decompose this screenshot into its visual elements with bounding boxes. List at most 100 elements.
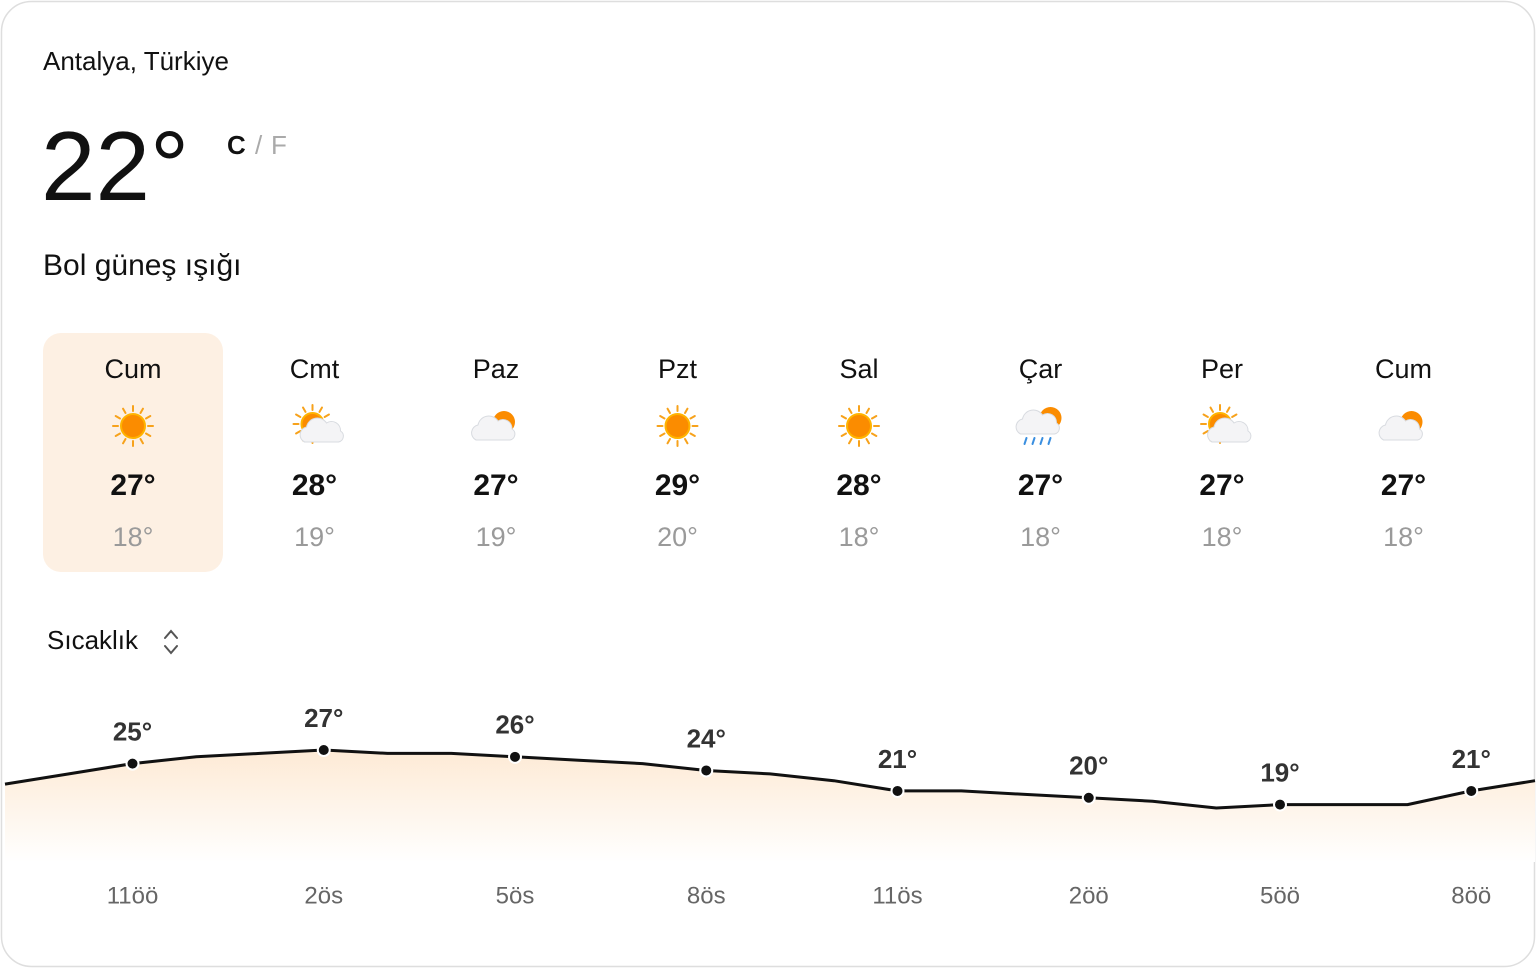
sun-ray xyxy=(666,407,671,415)
location: Antalya, Türkiye xyxy=(43,46,229,76)
point xyxy=(316,743,331,757)
sun-ray xyxy=(848,437,853,445)
sun-ray xyxy=(139,437,144,445)
sun-ray xyxy=(1202,430,1209,435)
area xyxy=(5,750,1535,862)
day-name: Cum xyxy=(104,354,161,384)
day-column[interactable]: Cum 27° 18° xyxy=(104,354,161,552)
sun-ray xyxy=(295,430,302,435)
unit-celsius[interactable]: C xyxy=(227,130,246,160)
day-high: 27° xyxy=(1199,469,1244,502)
day-low: 19° xyxy=(294,522,335,552)
value-label: 24° xyxy=(687,723,726,753)
sun-ray xyxy=(302,406,307,413)
value-label: 19° xyxy=(1260,757,1299,787)
day-column[interactable]: Sal 28° 18° xyxy=(836,354,881,552)
day-low: 18° xyxy=(839,522,880,552)
point xyxy=(890,783,905,798)
sun-ray xyxy=(139,407,144,415)
sun-ray xyxy=(1231,413,1238,418)
sun xyxy=(664,413,691,439)
day-name: Cmt xyxy=(290,354,340,384)
day-low: 20° xyxy=(657,522,698,552)
value-label: 20° xyxy=(1069,751,1108,781)
cloud xyxy=(1378,415,1423,441)
sun xyxy=(120,413,146,439)
sun-ray xyxy=(122,437,127,445)
day-column[interactable]: Cmt 28° 19° xyxy=(290,354,344,552)
hourly-chart: 25° 11öö 27° 2ös 26° 5ös 24° 8ös 21° 11ös 20° 2öö 19… xyxy=(4,703,1536,909)
cloud xyxy=(1015,409,1060,435)
sun-ray xyxy=(318,406,323,413)
day-name: Pzt xyxy=(658,354,698,384)
x-tick-label: 5öö xyxy=(1260,882,1300,909)
day-low: 18° xyxy=(113,522,154,552)
sun-ray xyxy=(840,415,848,420)
sun-ray xyxy=(840,432,848,437)
day-high: 29° xyxy=(655,469,700,502)
day-name: Çar xyxy=(1019,354,1063,384)
day-low: 18° xyxy=(1383,522,1424,552)
unit-fahrenheit[interactable]: F xyxy=(271,130,287,160)
point xyxy=(699,763,714,778)
x-tick-label: 8öö xyxy=(1451,882,1491,909)
value-label: 27° xyxy=(304,703,343,733)
sun-ray xyxy=(144,432,152,437)
day-column[interactable]: Çar 27° 18° xyxy=(1015,354,1063,552)
sun-ray xyxy=(659,432,666,437)
day-column[interactable]: Pzt 29° 20° xyxy=(655,354,700,552)
value-label: 26° xyxy=(495,710,534,740)
selector-chevron[interactable] xyxy=(164,629,178,655)
x-tick-label: 11ös xyxy=(872,882,922,909)
sun-ray xyxy=(684,407,689,415)
value-label: 21° xyxy=(1452,744,1491,774)
cloud xyxy=(1207,417,1252,443)
day-column[interactable]: Cum 27° 18° xyxy=(1375,354,1432,552)
sun-ray xyxy=(295,413,302,418)
value-label: 21° xyxy=(878,744,917,774)
day-column[interactable]: Paz 27° 19° xyxy=(471,354,520,552)
sun-ray xyxy=(114,432,122,437)
sun-ray xyxy=(865,407,870,415)
sun-ray xyxy=(689,415,696,420)
day-high: 27° xyxy=(473,469,518,502)
value-label: 25° xyxy=(113,717,152,747)
sun-ray xyxy=(684,437,689,445)
selected-day xyxy=(43,333,223,572)
day-column[interactable]: Per 27° 18° xyxy=(1199,354,1252,552)
sun-ray xyxy=(1202,413,1209,418)
chart-selector[interactable]: Sıcaklık xyxy=(47,625,139,655)
day-low: 18° xyxy=(1020,522,1061,552)
sun-ray xyxy=(122,407,127,415)
current-temperature: 22° xyxy=(41,111,189,221)
rain-drop xyxy=(1039,437,1044,445)
day-high: 27° xyxy=(1018,469,1063,502)
sun-ray xyxy=(870,415,878,420)
rain-drop xyxy=(1047,437,1052,445)
cloud xyxy=(471,415,516,441)
sun-ray xyxy=(1209,406,1214,413)
sun-ray xyxy=(666,437,671,445)
day-high: 27° xyxy=(110,469,155,502)
day-low: 18° xyxy=(1202,522,1243,552)
day-high: 28° xyxy=(292,469,337,502)
day-name: Paz xyxy=(473,354,520,384)
day-high: 27° xyxy=(1381,469,1426,502)
x-tick-label: 2öö xyxy=(1069,882,1109,909)
rain-drop xyxy=(1031,437,1036,445)
unit-separator: / xyxy=(255,130,263,160)
sun-ray xyxy=(323,413,330,418)
x-tick-label: 5ös xyxy=(496,882,535,909)
sun-ray xyxy=(870,432,878,437)
point xyxy=(1273,797,1287,812)
sun-ray xyxy=(1226,406,1231,413)
x-tick-label: 2ös xyxy=(304,882,343,909)
daily-forecast: Cum 27° 18° Cmt 28° 19° Paz 27° 19° Pzt 29° 20° Sal 2… xyxy=(104,354,1432,552)
point xyxy=(508,749,522,764)
sun-ray xyxy=(848,407,853,415)
day-name: Sal xyxy=(839,354,878,384)
sun-ray xyxy=(865,437,870,445)
day-low: 19° xyxy=(476,522,517,552)
